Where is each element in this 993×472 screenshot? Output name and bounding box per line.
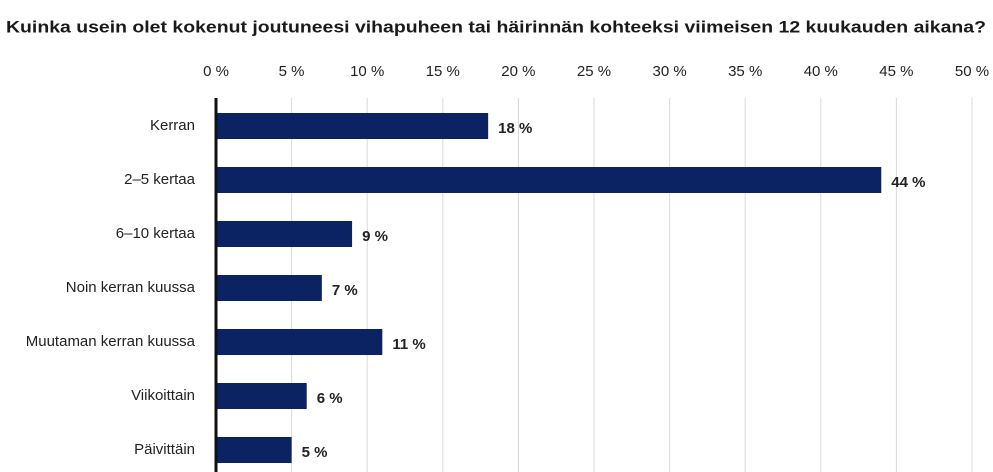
bar [216,275,322,301]
x-tick-label: 20 % [501,63,535,80]
bar [216,221,353,247]
bar [216,113,489,139]
x-tick-label: 10 % [350,63,384,80]
bar [216,383,307,409]
y-tick-label: Muutaman kerran kuussa [26,333,196,350]
x-tick-label: 45 % [879,63,913,80]
chart-title: Kuinka usein olet kokenut joutuneesi vih… [6,17,986,36]
x-tick-label: 35 % [728,63,762,80]
value-label: 18 % [498,120,532,137]
x-tick-label: 25 % [577,63,611,80]
value-label: 7 % [332,282,358,299]
y-tick-label: 6–10 kertaa [116,225,196,242]
y-tick-label: Kerran [150,117,195,134]
y-tick-label: Noin kerran kuussa [66,279,196,296]
bar [216,167,882,193]
value-label: 44 % [891,174,925,191]
x-tick-label: 5 % [279,63,305,80]
bar [216,437,292,463]
value-label: 6 % [317,390,343,407]
value-label: 9 % [362,228,388,245]
y-tick-label: Viikoittain [131,387,195,404]
bar [216,329,383,355]
x-tick-label: 0 % [203,63,229,80]
y-tick-label: 2–5 kertaa [124,171,196,188]
value-label: 5 % [302,444,328,461]
x-tick-label: 50 % [955,63,989,80]
x-tick-label: 15 % [426,63,460,80]
y-tick-label: Päivittäin [134,441,195,458]
x-tick-label: 40 % [804,63,838,80]
value-label: 11 % [392,336,425,353]
x-tick-label: 30 % [652,63,686,80]
